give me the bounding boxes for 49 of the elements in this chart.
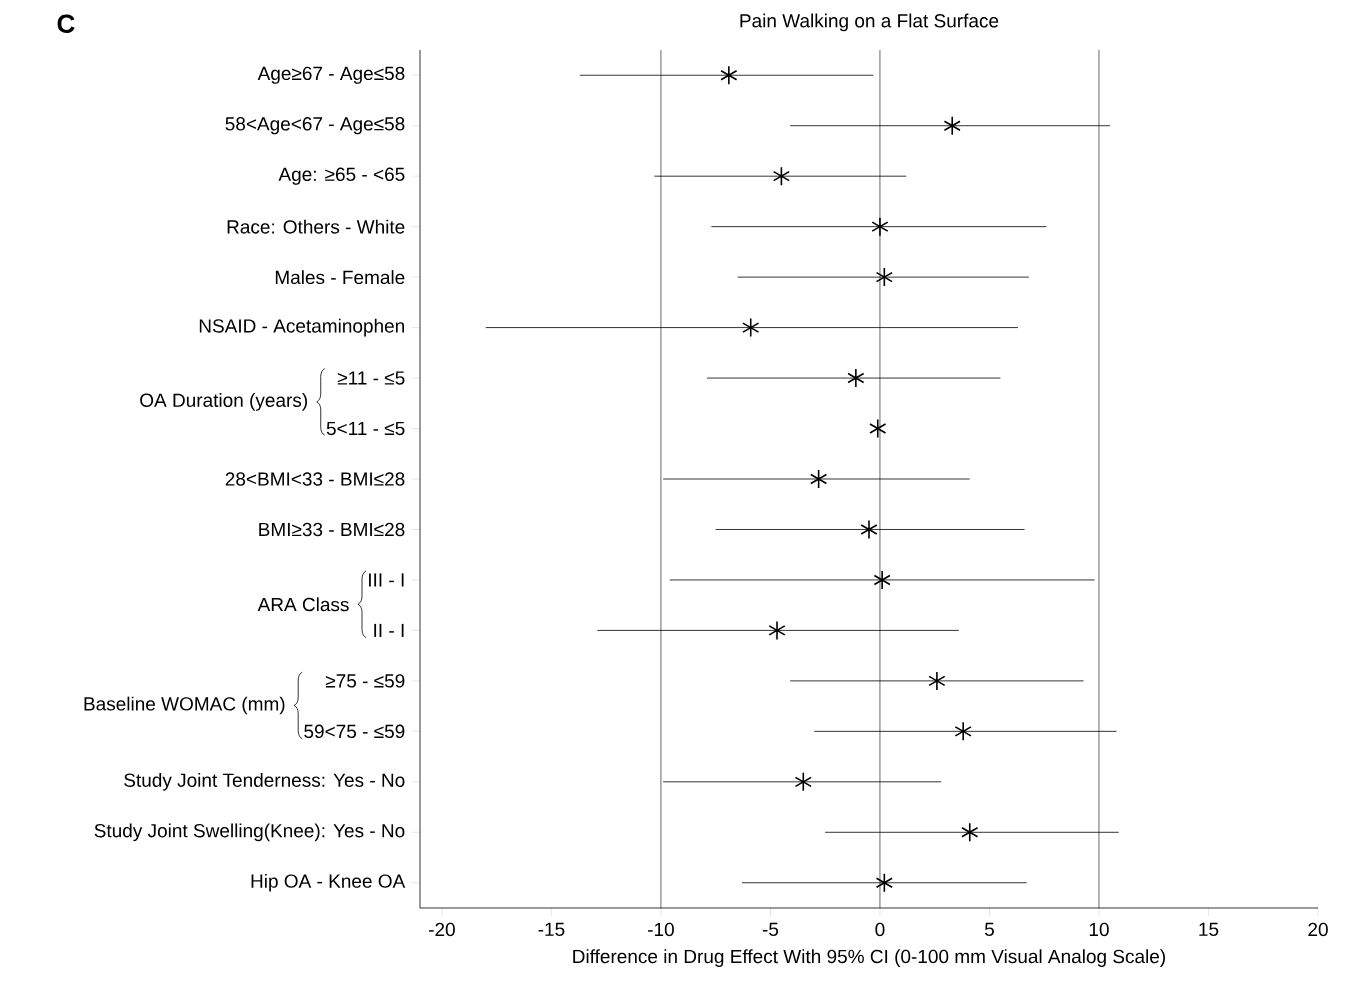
point bbox=[860, 519, 878, 540]
point bbox=[954, 721, 972, 742]
chart-title: Pain Walking on a Flat Surface bbox=[740, 13, 999, 32]
point bbox=[869, 418, 887, 439]
text: Baseline WOMAC (mm) bbox=[84, 696, 285, 715]
y-tick-label: 5<11 - ≤5 bbox=[326, 421, 405, 436]
y-tick-label: II - I bbox=[374, 623, 404, 637]
point bbox=[810, 469, 828, 489]
point bbox=[772, 166, 790, 186]
point bbox=[928, 671, 946, 691]
text: C bbox=[57, 14, 75, 33]
point bbox=[943, 115, 961, 136]
y-tick-label: Study Joint Tenderness: Yes - No bbox=[124, 772, 405, 791]
x-tick-label: -10 bbox=[648, 922, 674, 937]
x-tick-label: -20 bbox=[429, 922, 455, 937]
x-tick-label: 10 bbox=[1089, 922, 1109, 937]
point bbox=[871, 216, 889, 237]
y-tick-label: NSAID - Acetaminophen bbox=[199, 318, 404, 337]
y-tick-label: Age≥67 - Age≤58 bbox=[257, 66, 405, 84]
x-tick-label: -5 bbox=[762, 922, 779, 936]
text: ARA Class bbox=[257, 597, 349, 612]
y-tick-label: ≥11 - ≤5 bbox=[337, 371, 405, 385]
x-tick-label: 15 bbox=[1199, 922, 1219, 936]
x-axis-title: Difference in Drug Effect With 95% CI (0-100 mm Visual Analog Scale) bbox=[573, 949, 1165, 967]
y-tick-label: 58<Age<67 - Age≤58 bbox=[225, 117, 405, 135]
point bbox=[847, 368, 865, 388]
point bbox=[873, 570, 891, 590]
point bbox=[742, 317, 760, 338]
point bbox=[875, 267, 893, 287]
y-tick-label: BMI≥33 - BMI≤28 bbox=[259, 522, 405, 537]
y-tick-label: Study Joint Swelling(Knee): Yes - No bbox=[94, 823, 405, 842]
x-tick-label: 5 bbox=[984, 922, 994, 936]
point bbox=[875, 872, 893, 893]
y-tick-label: Males - Female bbox=[275, 270, 405, 285]
y-tick-label: 28<BMI<33 - BMI≤28 bbox=[225, 472, 405, 486]
point bbox=[794, 772, 812, 792]
point bbox=[720, 65, 738, 86]
point bbox=[768, 620, 786, 641]
x-tick-label: 20 bbox=[1308, 922, 1328, 937]
y-tick-label: Age: ≥65 - <65 bbox=[278, 167, 405, 185]
y-tick-label: 59<75 - ≤59 bbox=[304, 724, 405, 739]
x-tick-label: -15 bbox=[538, 922, 565, 936]
point bbox=[961, 822, 979, 843]
x-tick-label: 0 bbox=[875, 922, 885, 937]
y-tick-label: Hip OA - Knee OA bbox=[251, 873, 406, 892]
text: OA Duration (years) bbox=[140, 393, 307, 411]
y-tick-label: III - I bbox=[369, 573, 404, 587]
y-tick-label: Race: Others - White bbox=[227, 219, 405, 234]
y-tick-label: ≥75 - ≤59 bbox=[325, 674, 405, 688]
